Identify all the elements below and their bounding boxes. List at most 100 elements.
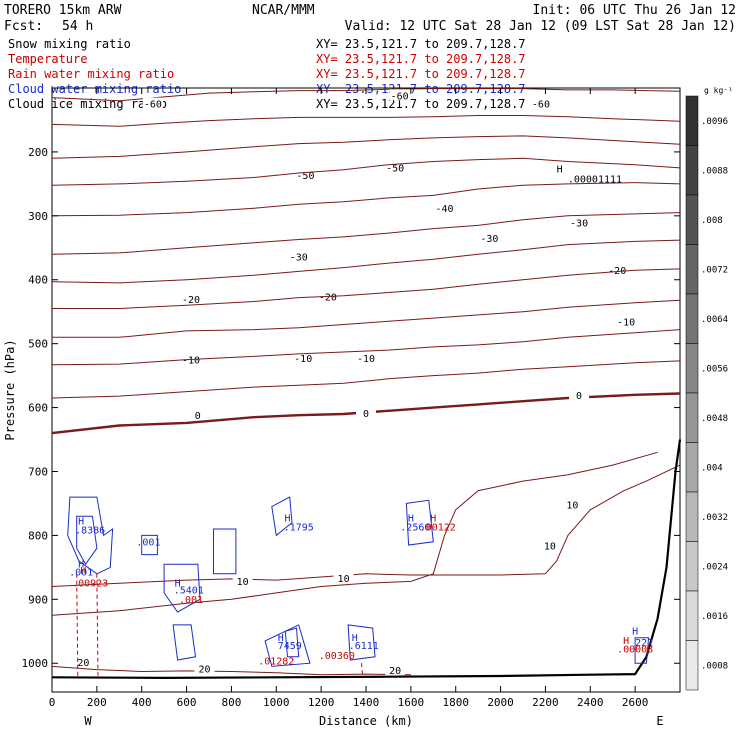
- isotherm-line: [51, 157, 681, 186]
- x-axis-label: Distance (km): [319, 714, 413, 728]
- y-tick-label: 800: [28, 529, 48, 542]
- cloud-water-contours: [67, 496, 650, 677]
- isotherm-label: -30: [480, 234, 498, 245]
- y-tick-label: 400: [28, 274, 48, 287]
- isotherm-line: [51, 212, 681, 255]
- isotherm-label-bg: [569, 389, 590, 401]
- isotherm-line: [52, 268, 681, 309]
- isotherm-label: -20: [182, 295, 200, 306]
- cloud-water-label: H: [78, 517, 84, 528]
- isotherm-label-bg: [288, 250, 309, 262]
- cloud-water-label: .6111: [349, 641, 379, 652]
- cloud-water-label: H: [175, 579, 181, 590]
- field-xy: XY= 23.5,121.7 to 209.7,128.7: [316, 67, 526, 81]
- field-xy: XY= 23.5,121.7 to 209.7,128.7: [316, 52, 526, 66]
- colorbar-segment: [685, 343, 699, 394]
- colorbar-segment: [685, 194, 699, 245]
- colorbar-segment: [685, 590, 699, 641]
- x-tick-label: 1800: [442, 696, 469, 709]
- isotherm-label: -10: [182, 355, 200, 366]
- isotherm-label-bg: [539, 539, 560, 551]
- cloud-water-label: .001: [69, 568, 93, 579]
- cloud-water-label: H: [352, 633, 358, 644]
- isotherm-label-bg: [356, 406, 376, 418]
- cloud-water-label: .2560: [400, 522, 430, 533]
- colorbar-tick-label: .0064: [701, 315, 728, 325]
- field-name: Temperature: [8, 52, 87, 66]
- isotherm-label: 20: [198, 665, 210, 676]
- x-tick-label: 1600: [398, 696, 425, 709]
- valid-time: Valid: 12 UTC Sat 28 Jan 12 (09 LST Sat …: [345, 19, 736, 34]
- cloud-water-contour: [405, 499, 434, 546]
- snow-label: .00001111: [568, 175, 622, 186]
- isotherm-label: 0: [576, 391, 582, 402]
- cloud-water-contour: [67, 496, 114, 575]
- x-tick-label: 1400: [353, 696, 380, 709]
- isotherm-label: 10: [544, 541, 556, 552]
- colorbar-segment: [685, 491, 699, 542]
- isotherm-label-bg: [616, 315, 637, 327]
- isotherm-line: [52, 299, 681, 338]
- isotherm-line: [51, 665, 411, 676]
- isotherm-line: [51, 135, 681, 159]
- rain-label: H: [430, 513, 436, 524]
- isotherm-label-bg: [181, 293, 202, 305]
- isotherm-label: -10: [617, 318, 635, 329]
- field-name: Cloud water mixing ratio: [8, 82, 181, 96]
- isotherm-line: [51, 392, 681, 435]
- isotherm-label-bg: [385, 161, 406, 173]
- cloud-water-label: .5401: [174, 586, 204, 597]
- isotherm-label: -10: [294, 354, 312, 365]
- init-time: Init: 06 UTC Thu 26 Jan 12: [533, 3, 737, 18]
- colorbar-tick-label: .0088: [701, 166, 728, 176]
- rain-label: .00008: [617, 644, 653, 655]
- field-xy: XY= 23.5,121.7 to 209.7,128.7: [316, 37, 526, 51]
- cloud-water-label: H: [284, 513, 290, 524]
- cloud-water-label: H: [78, 559, 84, 570]
- colorbar-tick-label: .0072: [701, 265, 728, 275]
- cloud-water-label: .8386: [75, 525, 105, 536]
- x-tick-label: 2000: [487, 696, 514, 709]
- x-tick-label: 1000: [263, 696, 290, 709]
- cloud-water-label: .1795: [284, 522, 314, 533]
- y-tick-label: 1000: [22, 657, 49, 670]
- colorbar-tick-label: .0008: [701, 661, 728, 671]
- isotherm-label: -60: [144, 100, 162, 111]
- rain-label: .00122: [420, 522, 456, 533]
- x-tick-label: 2600: [622, 696, 649, 709]
- model-title: TORERO 15km ARW: [4, 3, 122, 18]
- isotherm-label-bg: [187, 408, 208, 420]
- center-title: NCAR/MMM: [252, 3, 315, 18]
- cloud-water-label: 222: [635, 638, 653, 649]
- isotherm-label: 10: [566, 500, 578, 511]
- isotherm-label-bg: [295, 169, 316, 181]
- snow-label: H: [557, 164, 563, 175]
- isotherm-label-bg: [385, 663, 406, 675]
- field-name: Snow mixing ratio: [8, 37, 131, 51]
- cloud-water-label: H: [408, 513, 414, 524]
- rain-contour: [361, 663, 364, 677]
- cloud-water-contour: [634, 637, 650, 664]
- colorbar: .0096 .0088 .008 .0072 .0064 .0056 .0048 .004 .0…: [685, 95, 728, 691]
- isotherm-line: [51, 329, 681, 366]
- cloud-water-label: .001: [136, 538, 160, 549]
- fcst-label: Fcst:: [4, 19, 43, 34]
- isotherm-label: -60: [391, 91, 409, 102]
- isotherm-label-bg: [569, 216, 590, 228]
- isotherm-label-bg: [73, 656, 94, 668]
- isotherm-label: -40: [435, 204, 453, 215]
- colorbar-tick-label: .004: [701, 463, 723, 473]
- isotherm-label-bg: [232, 575, 253, 587]
- rain-contour: [76, 573, 79, 677]
- isotherm-line: [51, 239, 681, 284]
- colorbar-segment: [685, 392, 699, 443]
- rain-contour: [96, 573, 99, 677]
- cloud-water-contour: [76, 515, 98, 566]
- colorbar-tick-label: .008: [701, 216, 723, 226]
- y-tick-label: 300: [28, 210, 48, 223]
- field-labels: H.8386.001H.1795H.2560H.5401H7459H.6111H…: [69, 164, 653, 667]
- isotherm-line: [51, 182, 681, 217]
- isotherm-label-bg: [434, 201, 455, 213]
- isotherm-label-bg: [142, 97, 163, 109]
